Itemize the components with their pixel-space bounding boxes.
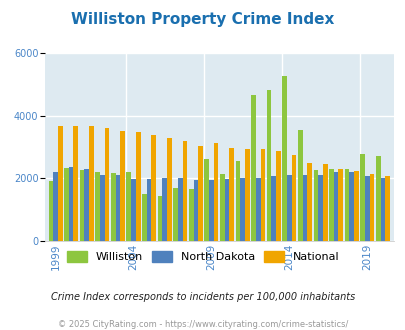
- Bar: [313, 170, 318, 241]
- Bar: [84, 169, 89, 241]
- Bar: [384, 176, 389, 241]
- Bar: [188, 189, 193, 241]
- Bar: [209, 180, 213, 241]
- Bar: [131, 179, 136, 241]
- Bar: [220, 175, 224, 241]
- Bar: [379, 178, 384, 241]
- Text: Williston Property Crime Index: Williston Property Crime Index: [71, 12, 334, 26]
- Bar: [126, 172, 131, 241]
- Bar: [58, 126, 62, 241]
- Bar: [95, 172, 100, 241]
- Bar: [328, 169, 333, 241]
- Bar: [162, 178, 166, 241]
- Bar: [244, 149, 249, 241]
- Bar: [182, 141, 187, 241]
- Bar: [318, 175, 322, 241]
- Bar: [177, 178, 182, 241]
- Bar: [375, 156, 379, 241]
- Legend: Williston, North Dakota, National: Williston, North Dakota, National: [62, 247, 343, 267]
- Bar: [333, 172, 338, 241]
- Bar: [353, 171, 358, 241]
- Text: © 2025 CityRating.com - https://www.cityrating.com/crime-statistics/: © 2025 CityRating.com - https://www.city…: [58, 320, 347, 329]
- Bar: [344, 169, 349, 241]
- Bar: [302, 175, 307, 241]
- Bar: [338, 169, 342, 241]
- Bar: [104, 128, 109, 241]
- Bar: [266, 90, 271, 241]
- Bar: [193, 181, 198, 241]
- Bar: [89, 126, 94, 241]
- Bar: [157, 196, 162, 241]
- Bar: [240, 178, 244, 241]
- Bar: [281, 76, 286, 241]
- Bar: [307, 163, 311, 241]
- Bar: [64, 168, 69, 241]
- Bar: [120, 131, 125, 241]
- Bar: [53, 172, 58, 241]
- Bar: [229, 148, 233, 241]
- Bar: [255, 178, 260, 241]
- Bar: [49, 182, 53, 241]
- Bar: [286, 175, 291, 241]
- Bar: [204, 159, 209, 241]
- Bar: [364, 176, 369, 241]
- Bar: [291, 155, 296, 241]
- Bar: [349, 172, 353, 241]
- Bar: [146, 179, 151, 241]
- Text: Crime Index corresponds to incidents per 100,000 inhabitants: Crime Index corresponds to incidents per…: [51, 292, 354, 302]
- Bar: [251, 95, 255, 241]
- Bar: [136, 132, 140, 241]
- Bar: [198, 146, 202, 241]
- Bar: [369, 175, 373, 241]
- Bar: [359, 154, 364, 241]
- Bar: [297, 130, 302, 241]
- Bar: [271, 176, 275, 241]
- Bar: [224, 179, 229, 241]
- Bar: [151, 135, 156, 241]
- Bar: [73, 126, 78, 241]
- Bar: [322, 164, 327, 241]
- Bar: [69, 167, 73, 241]
- Bar: [100, 175, 104, 241]
- Bar: [111, 174, 115, 241]
- Bar: [115, 175, 120, 241]
- Bar: [235, 161, 240, 241]
- Bar: [275, 151, 280, 241]
- Bar: [142, 194, 146, 241]
- Bar: [260, 149, 264, 241]
- Bar: [213, 143, 218, 241]
- Bar: [166, 138, 171, 241]
- Bar: [173, 187, 177, 241]
- Bar: [79, 170, 84, 241]
